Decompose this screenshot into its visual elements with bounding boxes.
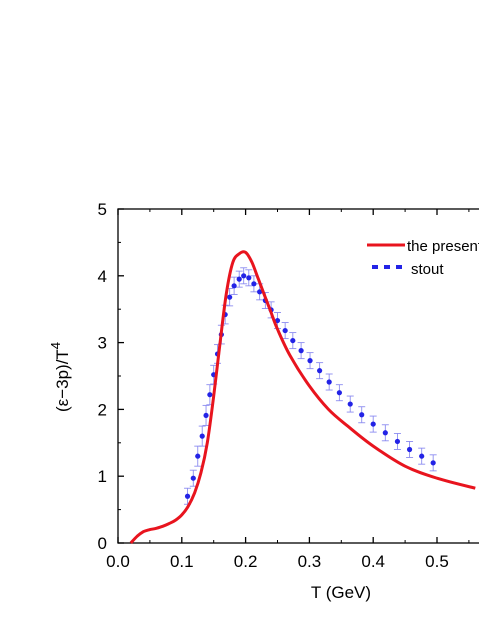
stout-data-point <box>282 327 288 334</box>
x-tick-label: 0.3 <box>298 552 322 571</box>
legend-point-swatch <box>372 265 402 269</box>
stout-data-point <box>203 412 209 419</box>
svg-text:(ε−3p)/T4: (ε−3p)/T4 <box>48 342 72 412</box>
y-axis-title: (ε−3p)/T4 <box>48 342 72 412</box>
stout-data-point <box>419 453 425 459</box>
stout-data-point <box>207 392 213 398</box>
legend-label-stout: stout <box>411 261 444 278</box>
stout-data-point <box>246 275 252 281</box>
stout-data-point <box>257 289 263 295</box>
y-axis-title-superscript: 4 <box>48 342 63 349</box>
y-tick-label: 4 <box>98 267 107 286</box>
legend-label-the-present: the present <box>407 238 479 255</box>
stout-data-point <box>236 276 242 282</box>
stout-data-point <box>290 337 296 344</box>
y-tick-label: 1 <box>98 467 107 486</box>
legend-dot <box>372 265 378 269</box>
x-axis-title: T (GeV) <box>311 583 371 602</box>
x-tick-label: 0.5 <box>425 552 449 571</box>
stout-data-point <box>184 493 191 499</box>
legend: the present stout <box>367 238 479 278</box>
y-tick-label: 3 <box>98 334 107 353</box>
stout-data-point <box>298 348 304 354</box>
plot-area <box>117 208 479 544</box>
stout-data-point <box>359 412 365 418</box>
stout-data-point <box>190 475 196 481</box>
axis-ticks: 0.0 0.1 0.2 0.3 0.4 0.5 0 1 2 3 4 5 <box>98 200 470 571</box>
y-tick-label: 0 <box>98 534 107 553</box>
stout-data-point <box>307 358 313 364</box>
plot-frame <box>117 208 479 544</box>
stout-data-point <box>274 317 281 324</box>
stout-data-point <box>195 453 201 459</box>
stout-data-point <box>336 390 342 396</box>
stout-data-point <box>430 460 436 466</box>
x-tick-label: 0.2 <box>234 552 258 571</box>
stout-data-point <box>406 446 413 453</box>
x-tick-label: 0.1 <box>170 552 194 571</box>
stout-data-point <box>251 281 257 287</box>
the-present-curve <box>129 250 476 545</box>
x-tick-label: 0.4 <box>361 552 385 571</box>
legend-dot <box>384 265 390 269</box>
stout-data-point <box>370 421 376 427</box>
stout-data-point <box>347 401 353 407</box>
stout-data-point <box>241 273 247 279</box>
stout-data-point <box>394 438 401 445</box>
stout-data-point <box>231 283 237 289</box>
x-tick-label: 0.0 <box>106 552 130 571</box>
y-tick-label: 5 <box>98 200 107 219</box>
stout-data-point <box>317 368 323 374</box>
stout-data-point <box>199 433 205 439</box>
stout-data-point <box>227 294 233 300</box>
stout-data-point <box>382 430 388 436</box>
y-axis-title-main: (ε−3p)/T <box>53 349 72 412</box>
stout-data-point <box>326 379 332 385</box>
y-tick-label: 2 <box>98 400 107 419</box>
legend-dot <box>396 265 402 269</box>
